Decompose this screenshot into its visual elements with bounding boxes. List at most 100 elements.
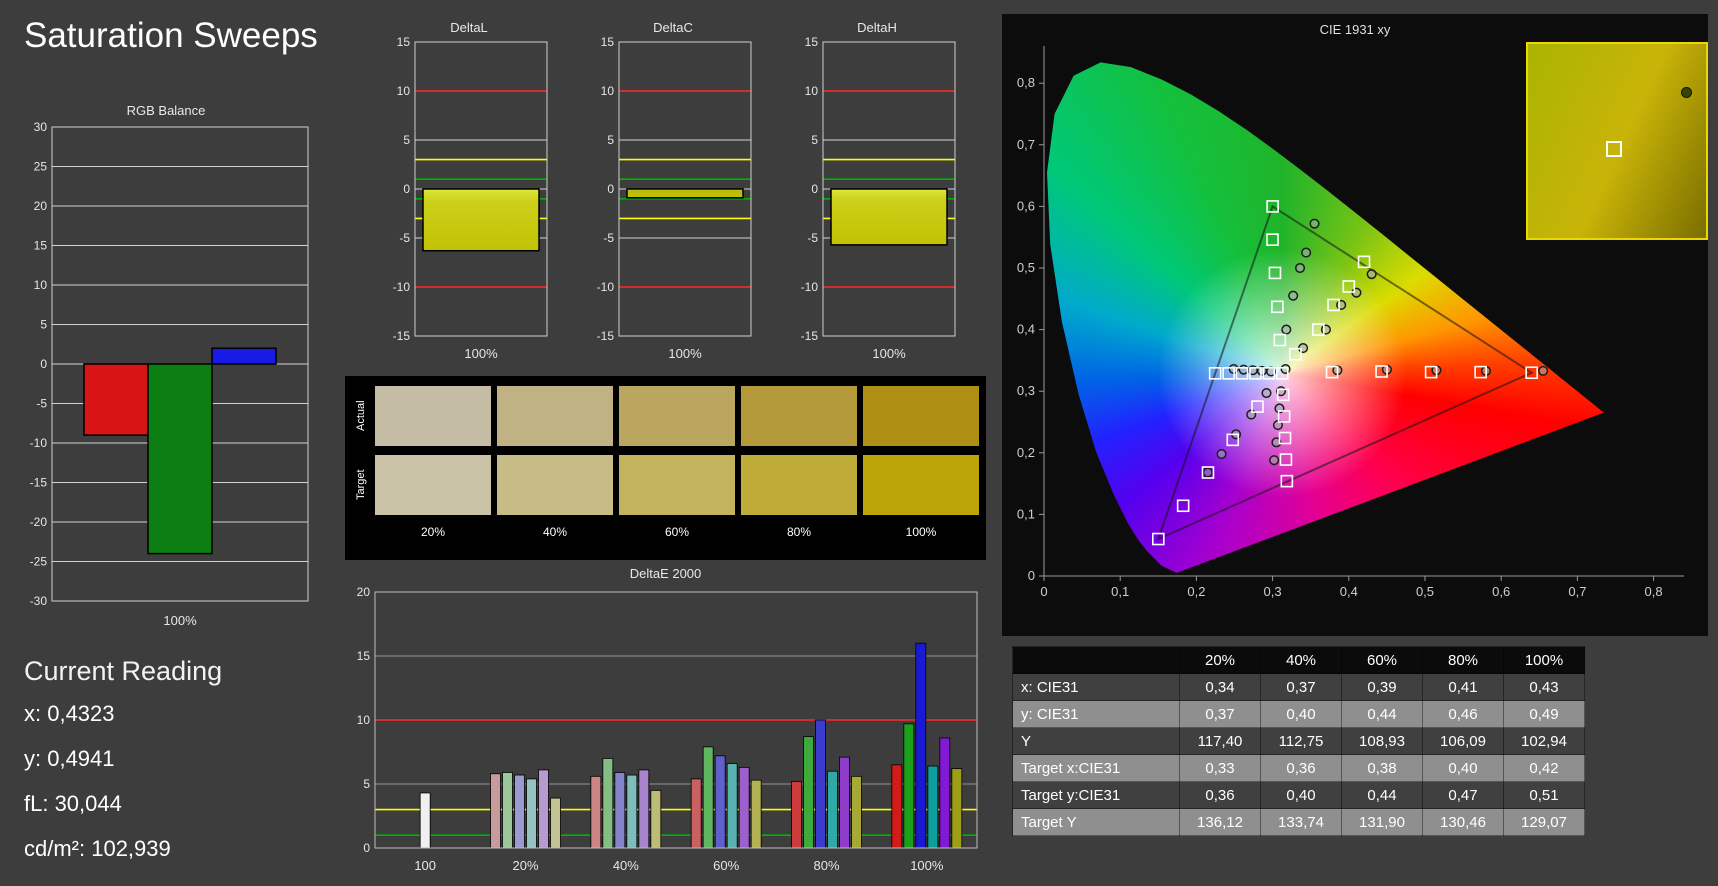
tick-label: 0,8 [1017, 75, 1035, 90]
delta-l-plot: -15 -10 -5 0 5 10 15 100% [393, 35, 548, 361]
table-cell: 0,42 [1503, 754, 1585, 782]
deltae-bar [738, 766, 750, 849]
target-marker [1277, 410, 1291, 423]
target-marker [1525, 366, 1538, 380]
tick-label: 15 [601, 36, 615, 49]
cie-1931-panel: CIE 1931 xy 0 0,1 0,2 0,3 0,4 0,5 0,6 0,7 0,8 0 0,… [1002, 14, 1708, 636]
target-marker [1266, 200, 1279, 213]
plot-border [414, 41, 548, 337]
deltae-bar [791, 781, 802, 849]
delta-c-plot: -15 -10 -5 0 5 10 15 100% [597, 35, 752, 361]
deltae-bar [726, 763, 738, 849]
tick-label: 5 [811, 133, 818, 147]
swatch-row-label: Actual [355, 400, 367, 432]
deltae-bar [827, 770, 838, 849]
table-header-row: 20% 40% 60% 80% 100% [1012, 646, 1585, 674]
tick-label: 0,2 [1187, 584, 1205, 599]
deltae-bar [538, 769, 549, 849]
tick-label: 0,3 [1264, 584, 1282, 599]
swatch-label-spacer [353, 524, 369, 540]
tick-label: 60% [713, 858, 739, 873]
target-marker [1342, 280, 1356, 293]
plot-border [618, 41, 752, 337]
table-cell: 0,46 [1422, 700, 1504, 728]
target-marker [1375, 365, 1388, 378]
plot-border [822, 41, 956, 337]
target-marker [1276, 388, 1290, 402]
tick-label: -10 [30, 436, 48, 450]
tick-label: 80% [813, 858, 839, 873]
deltae-bar [915, 642, 927, 849]
tick-label: 0,1 [1111, 584, 1129, 599]
tick-label: 10 [805, 84, 819, 98]
swatch-col-label: 60% [664, 525, 690, 539]
table-cell: 0,36 [1179, 781, 1261, 809]
tick-label: 0 [40, 357, 47, 371]
table-cell: 0,37 [1179, 700, 1261, 728]
deltae-bar [590, 775, 602, 849]
tick-label: 10 [357, 713, 371, 727]
target-marker [1208, 367, 1222, 380]
measurement-marker [1301, 247, 1312, 258]
measurement-marker [1271, 437, 1282, 448]
swatch-target-40% [497, 455, 613, 515]
target-marker [1249, 367, 1262, 380]
table-row: Target x:CIE31 0,33 0,36 0,38 0,40 0,42 [1012, 754, 1585, 782]
table-row-label: Y [1012, 727, 1180, 755]
cie-title: CIE 1931 xy [1319, 22, 1391, 37]
tick-label: 0,7 [1017, 137, 1035, 152]
tick-label: 20% [512, 858, 538, 873]
deltae-bar [903, 723, 915, 849]
measurement-marker [1320, 324, 1331, 335]
table-cell: 136,12 [1179, 808, 1261, 836]
tick-label: 0,8 [1645, 584, 1663, 599]
tick-label: 0,2 [1017, 445, 1035, 460]
table-row: Target y:CIE31 0,36 0,40 0,44 0,47 0,51 [1012, 781, 1585, 809]
deltae-bar [502, 772, 513, 849]
tick-label: 100% [872, 346, 906, 361]
target-marker [1327, 298, 1340, 312]
table-cell: 0,43 [1503, 673, 1585, 701]
tick-label: 0,6 [1017, 198, 1035, 213]
target-marker [1152, 532, 1165, 546]
delta-bar [626, 188, 744, 199]
delta-h-title: DeltaH [857, 20, 897, 35]
deltae-bar [803, 736, 814, 849]
swatch-actual-60% [619, 386, 735, 446]
deltae-bar [702, 746, 714, 849]
delta-e2000-plot: 0 5 10 15 20 100 20% 40% 60% 80% 100% [357, 585, 978, 873]
bar-red [83, 363, 149, 436]
tick-label: 0,4 [1340, 584, 1358, 599]
reading-fl: fL: 30,044 [24, 791, 122, 816]
table-cell: 0,44 [1341, 781, 1423, 809]
delta-h-plot: -15 -10 -5 0 5 10 15 100% [801, 35, 956, 361]
table-row-label: Target y:CIE31 [1012, 781, 1180, 809]
delta-l-title: DeltaL [450, 20, 488, 35]
tick-label: -15 [801, 329, 819, 343]
target-marker [1280, 474, 1294, 488]
deltae-bar [602, 757, 614, 849]
tick-label: 0,1 [1017, 506, 1035, 521]
target-marker [1279, 453, 1293, 466]
tick-label: -30 [30, 594, 48, 608]
inset-measurement-dot [1681, 86, 1693, 98]
swatch-target-60% [619, 455, 735, 515]
delta-bar [830, 188, 948, 246]
target-marker [1273, 333, 1287, 347]
table-cell: 102,94 [1503, 727, 1585, 755]
deltae-bar [714, 755, 726, 849]
reading-cdm2: cd/m²: 102,939 [24, 836, 171, 861]
target-marker [1235, 367, 1249, 380]
measurement-marker [1309, 218, 1320, 229]
table-row-label: y: CIE31 [1012, 700, 1180, 728]
tick-label: 100% [668, 346, 702, 361]
tick-label: 20 [34, 199, 48, 213]
deltae-bar [851, 775, 862, 849]
deltae-bar [514, 774, 525, 849]
swatch-grid: Actual Target 20% 40% 60% 80% 100% [353, 386, 979, 540]
tick-label: 0,3 [1017, 383, 1035, 398]
target-marker [1289, 347, 1302, 361]
table-header-cell: 80% [1422, 646, 1504, 674]
tick-label: 30 [34, 120, 48, 134]
